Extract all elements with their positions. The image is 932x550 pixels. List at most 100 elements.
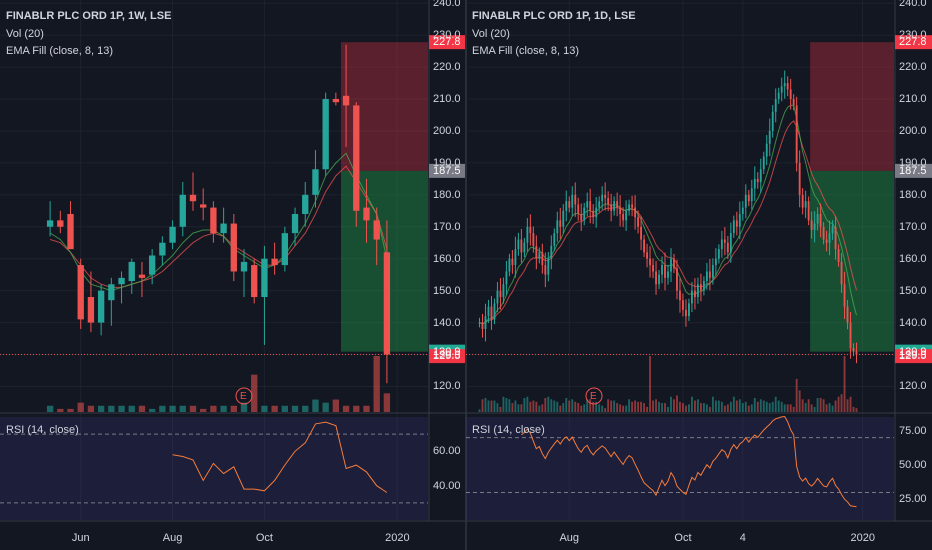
daily-chart-panel[interactable]: 240.0 230.0 220.0 210.0 200.0 190.0 180.0 170.0… (466, 0, 932, 550)
price-axis-label[interactable]: 130.0 (899, 348, 927, 361)
price-axis-label[interactable]: 240.0 (899, 0, 927, 10)
weekly-chart-panel[interactable]: 240.0 230.0 220.0 210.0 200.0 190.0 180.0 170.0… (0, 0, 466, 550)
volume-bar (532, 400, 535, 412)
chart-title[interactable]: FINABLR PLC ORD 1P, 1W, LSE (6, 10, 172, 22)
price-axis-label[interactable]: 220.0 (433, 61, 461, 74)
rsi-axis-label[interactable]: 40.00 (433, 479, 461, 492)
price-axis-label[interactable]: 150.0 (433, 284, 461, 297)
time-axis-label[interactable]: Aug (559, 532, 580, 544)
chart-title[interactable]: FINABLR PLC ORD 1P, 1D, LSE (472, 10, 636, 22)
time-axis-label[interactable]: 2020 (385, 532, 410, 544)
volume-bar (291, 405, 299, 412)
candle-body (759, 169, 762, 183)
volume-bar (57, 408, 64, 412)
price-axis-label[interactable]: 160.0 (899, 252, 927, 265)
candle-body (159, 242, 166, 256)
price-axis-label[interactable]: 240.0 (433, 0, 461, 10)
rsi-axis-label[interactable]: 60.00 (433, 445, 461, 458)
volume-bar (342, 405, 350, 412)
indicator-label[interactable]: Vol (20) (472, 28, 510, 40)
volume-bar (673, 399, 675, 412)
candle-body (810, 220, 813, 230)
price-axis-label[interactable]: 190.0 (899, 156, 927, 169)
time-axis-label[interactable]: 2020 (850, 532, 875, 544)
price-axis-label[interactable]: 120.0 (433, 380, 461, 393)
candle-body (753, 178, 756, 189)
price-axis-label[interactable]: 120.0 (899, 380, 927, 393)
price-axis-label[interactable]: 150.0 (899, 284, 927, 297)
candle-body (768, 130, 771, 144)
volume-bar (586, 399, 589, 412)
price-axis-label[interactable]: 230.0 (899, 29, 927, 42)
volume-bar (685, 405, 687, 412)
rsi-axis-label[interactable]: 75.00 (899, 424, 927, 437)
price-axis-label[interactable]: 130.0 (433, 348, 461, 361)
price-axis-label[interactable]: 200.0 (899, 124, 927, 137)
price-axis-label[interactable]: 180.0 (433, 188, 461, 201)
candle-body (505, 271, 508, 285)
price-axis-label[interactable]: 200.0 (433, 124, 461, 137)
candle-body (210, 207, 217, 234)
time-axis-label[interactable]: Aug (162, 532, 183, 544)
volume-bar (502, 396, 505, 412)
price-axis-label[interactable]: 170.0 (899, 220, 927, 233)
volume-bar (816, 398, 819, 412)
candle-body (373, 220, 380, 240)
candle-body (353, 105, 360, 211)
price-axis-label[interactable]: 170.0 (433, 220, 461, 233)
price-axis-label[interactable]: 230.0 (433, 29, 461, 42)
panel-divider[interactable] (465, 0, 467, 550)
candle-body (831, 226, 834, 234)
price-axis-label[interactable]: 210.0 (433, 93, 461, 105)
indicator-label[interactable]: EMA Fill (close, 8, 13) (472, 45, 579, 57)
price-axis-label[interactable]: 160.0 (433, 252, 461, 265)
price-axis-label[interactable]: 140.0 (899, 316, 927, 329)
price-tag-label[interactable]: 129.5 (899, 350, 927, 363)
price-tag-label[interactable]: 130.9 (433, 345, 461, 358)
candle-body (840, 261, 843, 285)
candle-body (595, 207, 598, 218)
volume-bar (67, 408, 74, 412)
earnings-badge-letter[interactable]: E (240, 391, 247, 402)
candle-body (77, 265, 84, 320)
time-axis-label[interactable]: 4 (739, 532, 746, 544)
candle-body (747, 194, 750, 202)
price-axis-label[interactable]: 140.0 (433, 316, 461, 329)
time-axis-label[interactable]: Oct (255, 532, 273, 544)
price-axis-label[interactable]: 210.0 (899, 93, 927, 105)
volume-bar (682, 403, 684, 412)
rsi-axis-label[interactable]: 25.00 (899, 493, 927, 506)
volume-bar (720, 401, 723, 412)
price-tag-label[interactable]: 129.5 (433, 350, 461, 363)
volume-bar (762, 400, 765, 412)
indicator-label[interactable]: Vol (20) (6, 28, 44, 40)
candle-body (520, 239, 523, 253)
volume-bar (652, 400, 654, 412)
chart-canvas (466, 0, 932, 522)
candle-body (496, 290, 499, 304)
volume-bar (691, 396, 693, 412)
time-axis-label[interactable]: Jun (71, 532, 90, 544)
candle-body (601, 194, 604, 202)
price-tag-label[interactable]: 227.8 (899, 36, 927, 49)
price-tag-label[interactable]: 187.5 (899, 164, 927, 177)
rsi-axis-label[interactable]: 50.00 (899, 459, 927, 472)
candle-body (729, 233, 732, 253)
price-tag-label[interactable]: 130.9 (899, 345, 927, 358)
price-axis-label[interactable]: 190.0 (433, 156, 461, 169)
candle-body (738, 213, 741, 227)
volume-bar (490, 400, 493, 412)
indicator-label[interactable]: EMA Fill (close, 8, 13) (6, 45, 113, 57)
volume-bar (637, 401, 640, 412)
price-tag-label[interactable]: 187.5 (433, 164, 461, 177)
earnings-badge-letter[interactable]: E (590, 391, 597, 402)
price-axis-label[interactable]: 220.0 (899, 61, 927, 74)
rsi-label[interactable]: RSI (14, close) (6, 424, 79, 436)
price-axis-label[interactable]: 180.0 (899, 188, 927, 201)
rsi-label[interactable]: RSI (14, close) (472, 424, 545, 436)
candle-body (544, 265, 547, 275)
chart-canvas (0, 0, 466, 522)
price-tag-label[interactable]: 227.8 (433, 36, 461, 49)
time-axis-label[interactable]: Oct (674, 532, 692, 544)
candle-body (493, 303, 496, 320)
